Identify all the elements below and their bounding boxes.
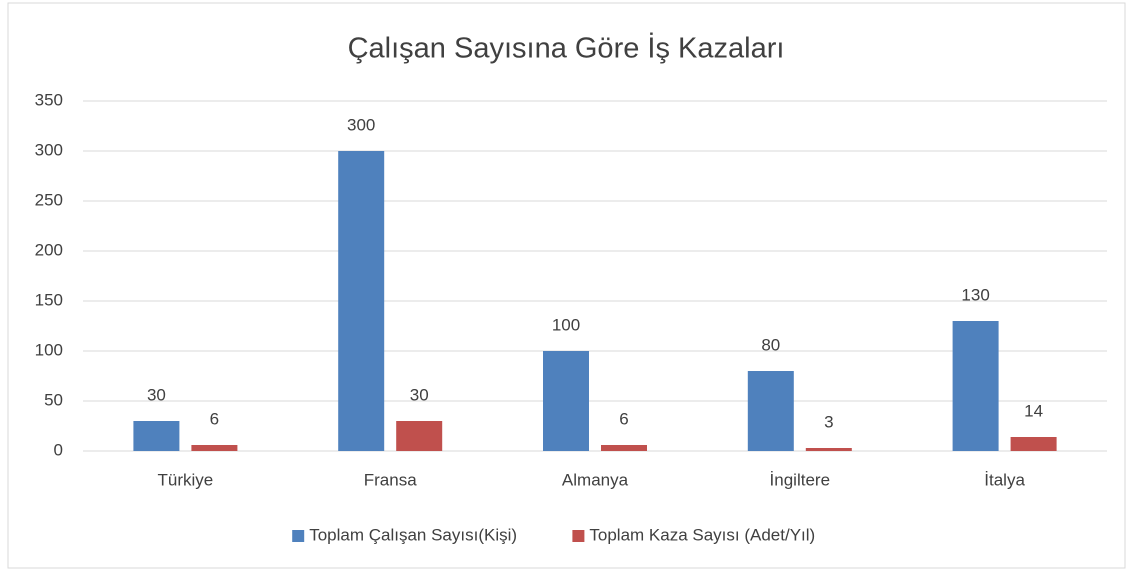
- bar: [1010, 437, 1057, 451]
- y-tick-label: 100: [35, 340, 63, 359]
- x-tick-label: Fransa: [364, 470, 417, 489]
- y-tick-label: 150: [35, 290, 63, 309]
- legend-label: Toplam Kaza Sayısı (Adet/Yıl): [589, 525, 815, 544]
- bar: [133, 421, 180, 451]
- bar: [601, 445, 647, 451]
- x-tick-label: İtalya: [984, 470, 1025, 489]
- y-tick-label: 0: [54, 440, 63, 459]
- data-label: 6: [619, 409, 628, 428]
- bar: [191, 445, 238, 451]
- legend-swatch: [292, 530, 305, 542]
- data-label: 300: [347, 115, 375, 134]
- bar: [338, 151, 385, 451]
- data-label: 130: [961, 285, 989, 304]
- y-tick-label: 300: [35, 140, 63, 159]
- y-tick-label: 350: [35, 90, 63, 109]
- y-tick-label: 250: [35, 190, 63, 209]
- x-tick-label: Almanya: [562, 470, 629, 489]
- data-label: 30: [147, 385, 166, 404]
- data-label: 100: [552, 315, 580, 334]
- data-label: 6: [210, 409, 219, 428]
- x-tick-label: İngiltere: [770, 470, 830, 489]
- y-tick-label: 50: [44, 390, 63, 409]
- legend-label: Toplam Çalışan Sayısı(Kişi): [309, 525, 517, 544]
- data-label: 80: [761, 335, 780, 354]
- chart-title: Çalışan Sayısına Göre İş Kazaları: [348, 32, 785, 65]
- x-tick-label: Türkiye: [158, 470, 214, 489]
- data-label: 3: [824, 412, 833, 431]
- bar: [396, 421, 443, 451]
- y-tick-label: 200: [35, 240, 63, 259]
- legend-swatch: [572, 530, 585, 542]
- data-label: 30: [410, 385, 429, 404]
- bar: [747, 371, 794, 451]
- bar: [805, 448, 852, 451]
- chart-border: [7, 2, 1126, 569]
- bar: [952, 321, 999, 451]
- data-label: 14: [1024, 401, 1043, 420]
- bar: [543, 351, 589, 451]
